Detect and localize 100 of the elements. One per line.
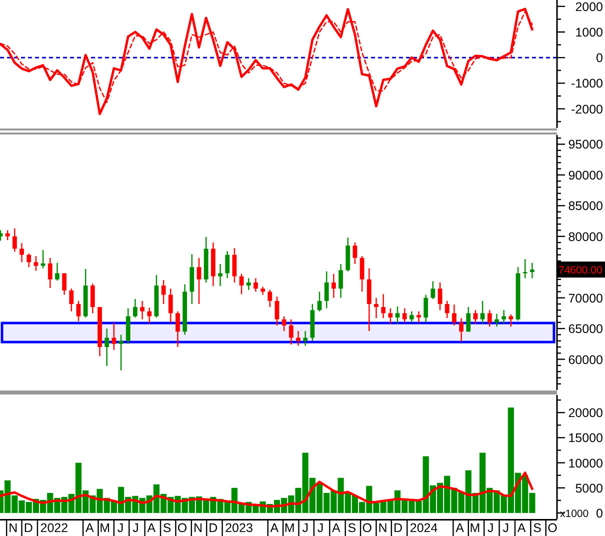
candlestick (374, 297, 378, 319)
y-tick-label: 5000 (575, 481, 604, 496)
candlestick (381, 294, 386, 319)
candlestick (424, 294, 428, 324)
x-tick-label: 2022 (40, 521, 68, 535)
y-tick-label: 85000 (568, 199, 604, 214)
x-tick-label: N (193, 521, 203, 535)
x-tick-label: M (470, 521, 480, 535)
candlestick (112, 322, 116, 351)
x-tick-label: A (456, 521, 465, 535)
candlestick (20, 242, 24, 263)
x-tick-label: O (548, 521, 558, 535)
y-tick-label: 1000 (575, 26, 604, 40)
y-tick-label: 80000 (568, 230, 604, 244)
candlestick (444, 300, 450, 319)
candlestick (55, 262, 60, 282)
x-tick-label: J (502, 521, 509, 535)
candlestick (69, 288, 74, 312)
candlestick (438, 282, 442, 311)
x-tick-label: 2024 (410, 521, 438, 535)
candlestick (246, 278, 251, 290)
y-tick-label: 15000 (568, 431, 604, 446)
candlestick (161, 279, 166, 305)
x-tick-label: A (332, 521, 342, 535)
candlestick (196, 257, 202, 305)
x-tick-label: O (177, 521, 188, 535)
x-tick-label: J (302, 521, 308, 535)
candlestick (296, 330, 300, 346)
y-tick-label: 10000 (568, 456, 604, 470)
y-tick-label: 60000 (568, 352, 604, 367)
x-tick-label: D (208, 521, 218, 535)
candlestick (282, 316, 286, 332)
x-tick-label: D (24, 521, 33, 535)
candlestick (452, 304, 456, 326)
y-tick-label: 0 (596, 506, 604, 520)
candlestick (5, 230, 10, 241)
x-tick-label: D (393, 521, 403, 535)
y-tick-label: 20000 (568, 406, 604, 420)
candlestick (530, 262, 534, 279)
x-tick-label: O (362, 521, 372, 535)
candlestick (487, 310, 492, 328)
text: 74600.00 (558, 264, 602, 276)
candlestick (522, 258, 528, 279)
candlestick (338, 263, 343, 298)
x-tick-label: A (517, 521, 526, 535)
candlestick (133, 298, 138, 318)
candlestick (473, 310, 478, 324)
x-tick-label: N (378, 521, 388, 535)
line-series (0, 472, 534, 508)
candlestick (324, 270, 329, 309)
y-tick-label: 2000 (575, 0, 604, 14)
x-tick-label: S (533, 521, 542, 535)
candlestick (303, 330, 308, 346)
candlestick (140, 300, 144, 320)
candlestick (268, 289, 272, 308)
candlestick (90, 283, 95, 314)
x-tick-label: N (8, 521, 18, 535)
candlestick (76, 300, 81, 322)
x-tick-label: A (270, 521, 280, 535)
x-tick-label: M (100, 521, 110, 535)
x-tick-label: J (117, 521, 124, 535)
y-axis-title: x1000 (560, 508, 589, 520)
candlestick (274, 296, 280, 326)
candlestick (502, 310, 506, 324)
candlestick (218, 263, 222, 287)
candlestick (147, 307, 152, 324)
candlestick (176, 310, 180, 348)
candlestick (62, 272, 67, 296)
x-tick-label: A (147, 521, 156, 535)
candlestick (34, 255, 38, 272)
candlestick (494, 313, 499, 328)
candlestick (416, 310, 421, 324)
candlestick (232, 247, 237, 284)
y-tick-label: 65000 (568, 322, 604, 336)
y-tick-label: 70000 (568, 291, 604, 306)
candlestick (395, 306, 400, 324)
x-tick-label: A (85, 521, 94, 535)
candlestick (254, 278, 258, 292)
candlestick (360, 255, 364, 292)
x-tick-label: J (488, 521, 494, 535)
candlestick (26, 252, 32, 268)
candlestick (459, 318, 464, 342)
candlestick (402, 308, 407, 324)
candlestick (168, 288, 173, 324)
x-tick-label: S (348, 521, 356, 535)
candlestick (508, 314, 514, 328)
x-tick-label: J (132, 521, 139, 535)
candlestick (480, 300, 485, 324)
candlestick (331, 273, 336, 298)
y-tick-label: -2000 (571, 102, 604, 116)
candlestick (466, 306, 471, 332)
candlestick (48, 257, 52, 289)
candlestick (352, 242, 358, 265)
y-tick-label: 0 (596, 51, 604, 66)
x-tick-label: J (317, 521, 324, 535)
candlestick (225, 250, 230, 279)
candlestick (288, 318, 294, 346)
y-tick-label: -1000 (571, 76, 604, 91)
x-tick-label: 2023 (225, 521, 253, 535)
x-tick-label: M (284, 521, 295, 535)
